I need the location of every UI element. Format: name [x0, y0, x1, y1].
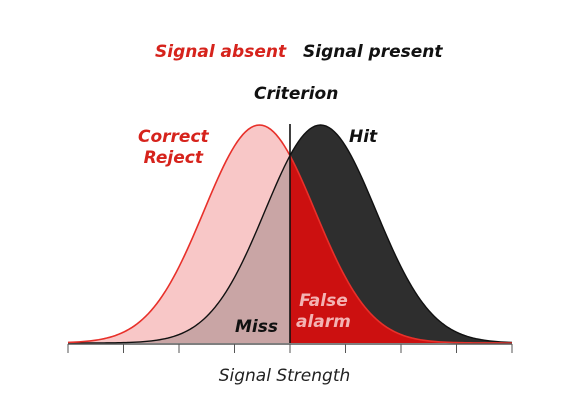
false-alarm-label: False alarm	[296, 291, 351, 334]
miss-region	[68, 155, 290, 343]
correct-reject-line1: Correct	[138, 127, 209, 147]
x-axis-ticks	[67, 344, 513, 353]
miss-label: Miss	[235, 317, 278, 337]
signal-absent-label: Signal absent	[155, 42, 287, 62]
correct-reject-label: Correct Reject	[138, 127, 209, 170]
x-axis-label: Signal Strength	[218, 366, 351, 386]
correct-reject-line2: Reject	[143, 148, 203, 169]
false-alarm-line2: alarm	[296, 312, 351, 333]
hit-label: Hit	[349, 127, 378, 147]
false-alarm-line1: False	[299, 291, 348, 311]
signal-present-label: Signal present	[303, 42, 443, 62]
criterion-label: Criterion	[254, 84, 339, 104]
false-alarm-region	[290, 155, 512, 343]
